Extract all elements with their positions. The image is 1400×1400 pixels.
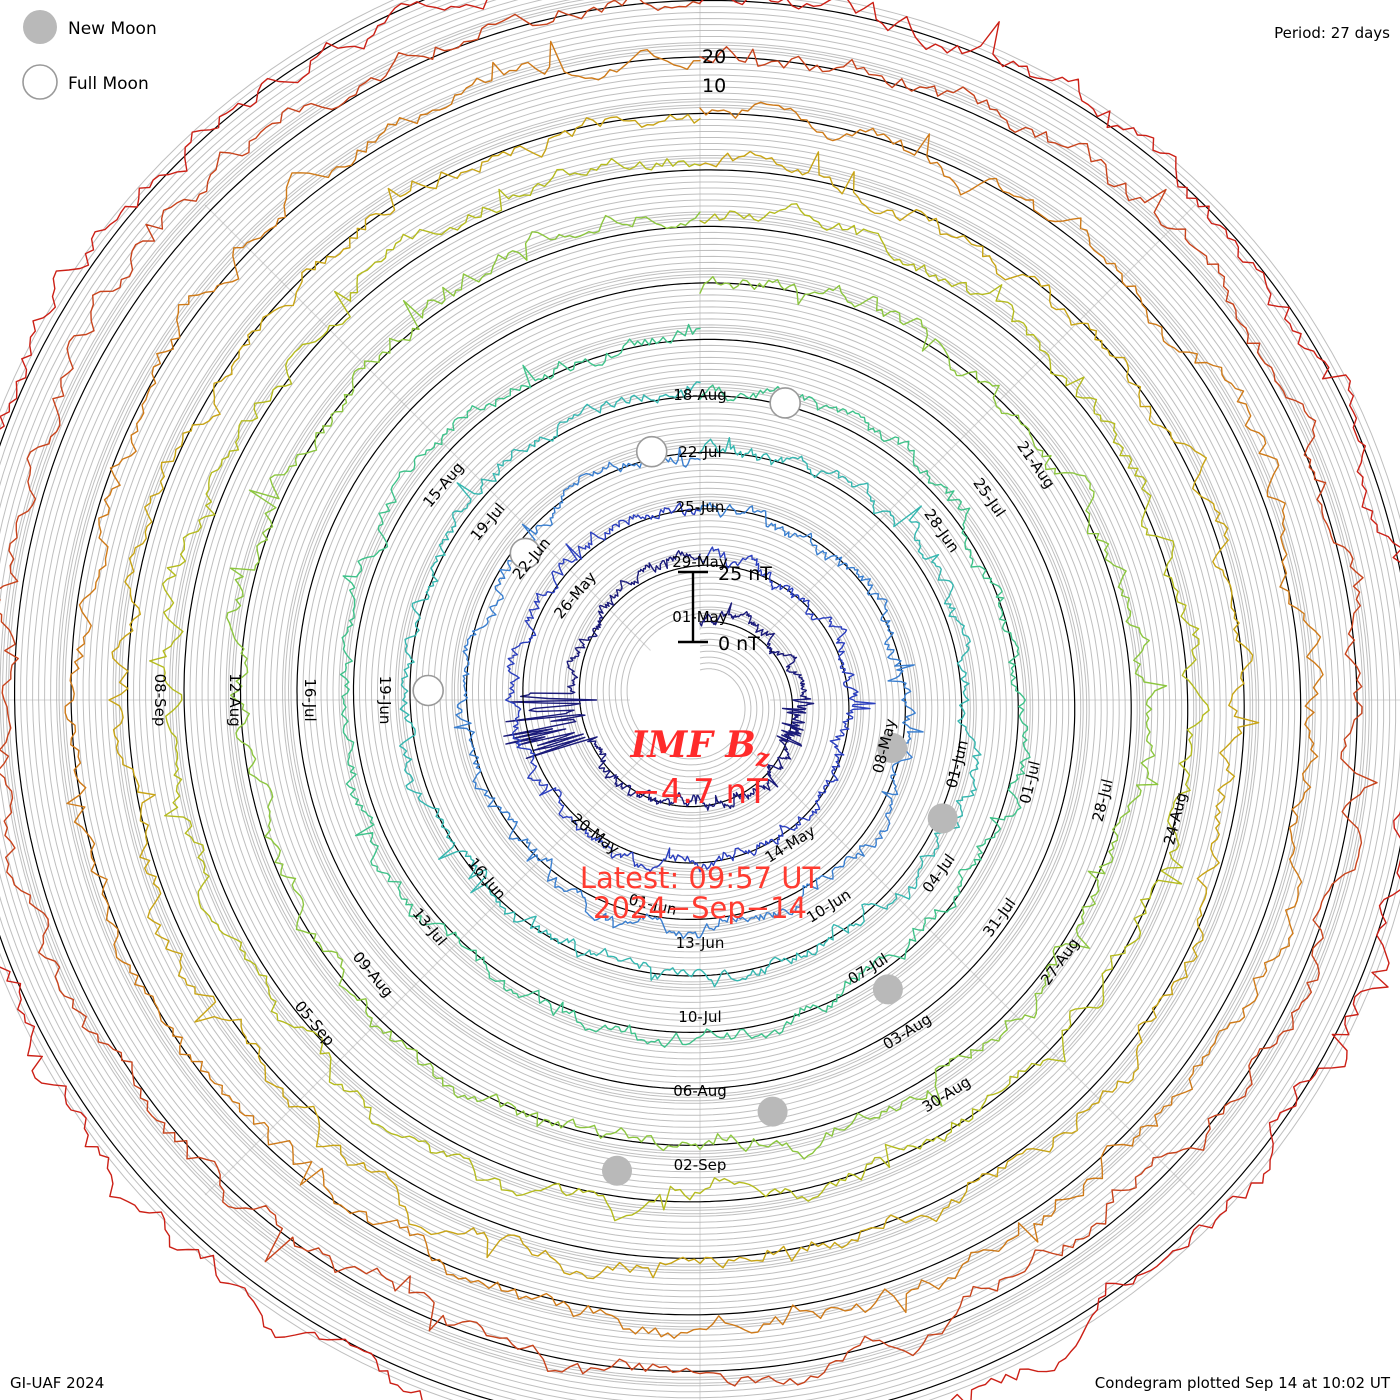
spiral-date-label: 16-Jul: [301, 678, 319, 721]
full-moon-marker: [769, 387, 801, 419]
rotation-baseline: [14, 0, 1358, 1372]
new-moon-marker: [601, 1155, 632, 1186]
spiral-date-label: 01-May: [672, 608, 728, 626]
rotation-baseline: [409, 395, 963, 977]
new-moon-marker: [927, 803, 958, 834]
scalebar-bottom-label: 0 nT: [718, 633, 760, 655]
spiral-date-label: 13-Jun: [676, 934, 725, 952]
data-trace: [505, 502, 876, 873]
spiral-date-label: 10-Jul: [678, 1008, 721, 1026]
scale-label-20nt: 20: [702, 46, 726, 68]
spiral-date-label: 12-Aug: [226, 673, 244, 726]
center-readout: IMF Bz −4.7 nT Latest: 09:57 UT 2024−Sep…: [580, 724, 821, 925]
spiral-date-label: 06-Aug: [673, 1082, 726, 1100]
data-trace: [0, 0, 1378, 1387]
period-note: Period: 27 days: [1274, 24, 1390, 42]
data-trace: [453, 447, 924, 940]
grid-spoke: [749, 749, 1196, 1196]
full-moon-legend-label: Full Moon: [68, 74, 149, 94]
spiral-date-label: 02-Sep: [674, 1156, 727, 1174]
rotation-baseline: [70, 56, 1302, 1316]
spiral-date-label: 08-Sep: [151, 674, 169, 727]
moon-layer: [412, 387, 958, 1186]
data-trace: [64, 40, 1324, 1339]
imf-bz-subscript: z: [755, 743, 771, 772]
rotation-baseline: [239, 225, 1132, 1146]
rotation-baseline: [352, 338, 1019, 1033]
rotation-baseline: [522, 508, 850, 864]
full-moon-marker: [412, 674, 444, 707]
grid-spoke: [749, 204, 1196, 651]
full-moon-icon: [22, 64, 58, 100]
rotation-baseline: [465, 451, 906, 920]
full-moon-marker: [509, 537, 542, 570]
data-trace: [339, 323, 1031, 1048]
plotted-note: Condegram plotted Sep 14 at 10:02 UT: [1095, 1374, 1391, 1392]
scale-label-10nt: 10: [702, 75, 726, 97]
grid-spoke: [204, 204, 651, 651]
new-moon-marker: [872, 974, 903, 1005]
new-moon-legend-label: New Moon: [68, 19, 157, 39]
center-scalebar: 25 nT 0 nT: [678, 563, 772, 655]
imf-bz-title: IMF B: [630, 724, 756, 766]
full-moon-marker: [635, 435, 668, 468]
credit-note: GI-UAF 2024: [10, 1374, 104, 1392]
data-trace: [149, 158, 1210, 1222]
rotation-baseline: [296, 282, 1076, 1090]
new-moon-icon: [23, 10, 57, 44]
page-title: IMF Bz: [630, 724, 771, 772]
latest-time: Latest: 09:57 UT: [580, 861, 821, 895]
data-trace: [399, 381, 982, 988]
data-trace: [503, 550, 815, 811]
scalebar-top-label: 25 nT: [718, 563, 772, 585]
data-trace: [108, 113, 1260, 1280]
imf-bz-value: −4.7 nT: [632, 772, 768, 812]
new-moon-marker: [757, 1096, 788, 1127]
latest-date: 2024−Sep−14: [593, 891, 807, 925]
data-trace: [226, 211, 1168, 1160]
spiral-date-label: 22-Jul: [678, 443, 721, 461]
spiral-date-label: 29-May: [672, 553, 728, 571]
rotation-baseline: [183, 169, 1189, 1203]
spiral-date-label: 25-Jun: [676, 498, 725, 516]
new-moon-marker: [877, 732, 908, 763]
spiral-date-label: 18-Aug: [673, 386, 726, 404]
spiral-date-label: 19-Jun: [376, 676, 394, 725]
